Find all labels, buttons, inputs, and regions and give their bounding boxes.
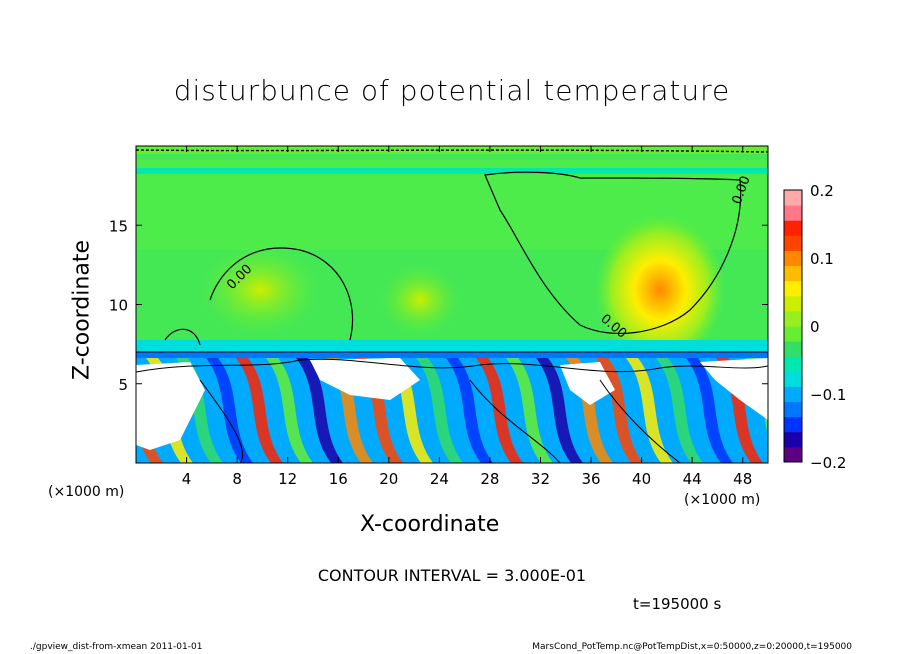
- colorbar-frame: [783, 189, 803, 463]
- colorbar-swatch: [784, 295, 802, 312]
- colorbar-tick-label: −0.1: [810, 386, 846, 404]
- colorbar-swatch: [784, 265, 802, 282]
- footer-left: ./gpview_dist-from-xmean 2011-01-01: [30, 642, 203, 652]
- field-band: [296, 358, 343, 463]
- x-tick-label: 4: [182, 470, 192, 488]
- x-tick-label: 44: [683, 470, 702, 488]
- x-tick-label: 16: [329, 470, 348, 488]
- x-tick-label: 40: [632, 470, 651, 488]
- field-band: [566, 358, 613, 463]
- colorbar-swatch: [784, 310, 802, 327]
- y-axis-label: Z-coordinate: [69, 240, 95, 380]
- field-band: [446, 358, 493, 463]
- y-tick-label: 5: [118, 376, 128, 394]
- field-band: [686, 358, 733, 463]
- field-band: [326, 358, 373, 463]
- colorbar-tick-label: −0.2: [810, 454, 846, 472]
- colorbar-swatch: [784, 250, 802, 267]
- colorbar-swatch: [784, 401, 802, 418]
- colorbar-swatch: [784, 220, 802, 236]
- x-axis: 4 8 12 16 20 24 28 32 36 40 44 48: [182, 146, 752, 488]
- field-band: [476, 358, 523, 463]
- x-tick-label: 24: [430, 470, 449, 488]
- colorbar-swatch: [784, 326, 802, 342]
- x-tick-label: 28: [480, 470, 499, 488]
- time-stamp: t=195000 s: [633, 595, 722, 613]
- x-tick-label: 20: [379, 470, 398, 488]
- field-band: [266, 358, 313, 463]
- colorbar-swatch: [784, 280, 802, 297]
- x-axis-label: X-coordinate: [360, 512, 500, 537]
- x-tick-label: 12: [278, 470, 297, 488]
- colorbar-swatch: [784, 190, 802, 206]
- colorbar-swatch: [784, 446, 802, 463]
- colorbar-swatch: [784, 416, 802, 433]
- field-band: [236, 358, 283, 463]
- field-band: [386, 358, 433, 463]
- field-band: [626, 358, 673, 463]
- field-band: [176, 358, 223, 463]
- footer-right: MarsCond_PotTemp.nc@PotTempDist,x=0:5000…: [532, 642, 852, 652]
- x-unit-left: (×1000 m): [48, 484, 125, 500]
- colorbar-tick-label: 0: [810, 318, 820, 336]
- colorbar-swatch: [784, 356, 802, 372]
- colorbar-tick-label: 0.1: [810, 250, 834, 268]
- colorbar-swatch: [784, 386, 802, 403]
- colorbar-swatch: [784, 431, 802, 448]
- colorbar-tick-label: 0.2: [810, 182, 834, 200]
- x-tick-label: 8: [232, 470, 242, 488]
- contour-interval-text: CONTOUR INTERVAL = 3.000E-01: [317, 566, 587, 585]
- x-tick-label: 32: [531, 470, 550, 488]
- field-band: [536, 358, 583, 463]
- colorbar: 0.2 0.1 0 −0.1 −0.2: [783, 182, 846, 472]
- x-tick-label: 48: [733, 470, 752, 488]
- colorbar-swatch: [784, 341, 802, 357]
- field-band: [206, 358, 253, 463]
- y-tick-label: 15: [109, 217, 128, 235]
- field-band: [716, 358, 763, 463]
- field-band: [656, 358, 703, 463]
- chart-title: disturbunce of potential temperature: [173, 74, 731, 107]
- x-unit-right: (×1000 m): [684, 492, 761, 508]
- colorbar-swatch: [784, 235, 802, 251]
- heatmap-field: [136, 146, 768, 463]
- x-tick-label: 36: [581, 470, 600, 488]
- y-tick-label: 10: [109, 297, 128, 315]
- field-band: [596, 358, 643, 463]
- colorbar-swatch: [784, 205, 802, 221]
- colorbar-swatch: [784, 371, 802, 387]
- field-band: [506, 358, 553, 463]
- field-band: [416, 358, 463, 463]
- field-band: [356, 358, 403, 463]
- y-axis: 5 10 15: [109, 217, 768, 394]
